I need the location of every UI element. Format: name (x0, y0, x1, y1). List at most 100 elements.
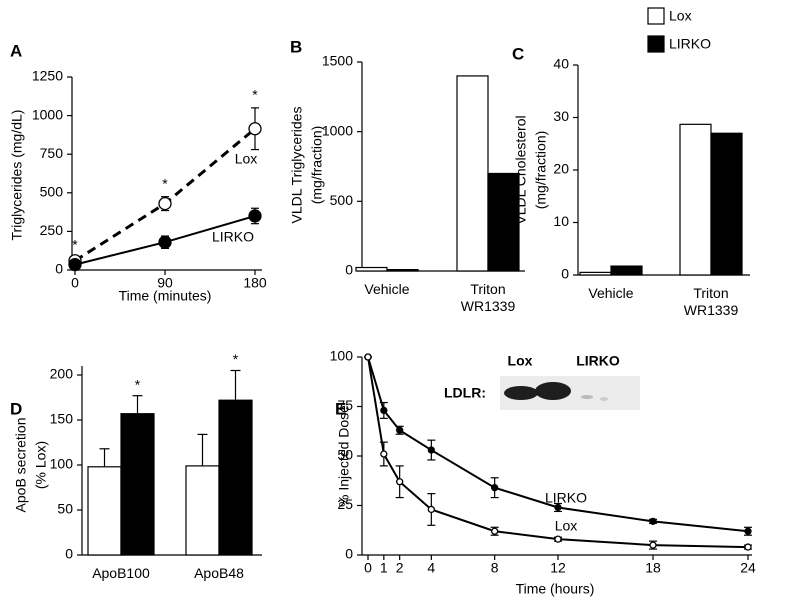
x-tick-label: 0 (364, 560, 372, 576)
inset-label: LDLR: (444, 385, 486, 401)
x-tick-label-box: Triton WR1339 (683, 285, 739, 318)
y-axis-label: (mg/fraction) (309, 126, 325, 205)
y-tick-label: 0 (345, 546, 353, 562)
data-point (380, 450, 388, 458)
panel-label: C (512, 44, 524, 63)
blot-band (600, 397, 608, 401)
y-tick-label: 0 (561, 266, 569, 282)
bar (386, 269, 419, 272)
bar (120, 413, 155, 556)
series-label: Lox (235, 151, 258, 167)
panel-label: E (335, 399, 346, 418)
x-tick-label-box: ApoB48 (194, 565, 244, 581)
x-tick-label: ApoB100 (92, 565, 150, 581)
data-point (491, 484, 499, 492)
data-point (427, 505, 435, 514)
x-tick-label: ApoB48 (194, 565, 244, 581)
x-tick-label: 90 (157, 275, 173, 291)
significance-marker: * (252, 87, 258, 103)
bar (185, 465, 220, 556)
y-tick-label: 1250 (32, 68, 63, 84)
x-tick-label: 4 (427, 560, 435, 576)
blot-band (581, 395, 593, 399)
y-tick-label: 150 (50, 411, 74, 427)
y-tick-label: 500 (330, 192, 354, 208)
data-point (554, 503, 562, 512)
x-tick-label-box: Vehicle (364, 281, 410, 297)
legend-label: Lox (669, 8, 692, 24)
y-tick-label: 50 (57, 501, 73, 517)
series-label: LIRKO (212, 229, 254, 245)
data-point (158, 196, 172, 211)
y-tick-label: 750 (40, 145, 64, 161)
bar (487, 172, 520, 272)
data-point (158, 235, 172, 249)
y-axis-label: % Injected Dose (336, 405, 352, 507)
x-tick-label: 12 (550, 560, 566, 576)
error-bar (99, 448, 110, 467)
x-tick-label: Triton WR1339 (683, 285, 739, 318)
y-tick-label: 40 (553, 56, 569, 72)
y-tick-label: 1000 (32, 106, 63, 122)
legend-label: LIRKO (669, 36, 711, 52)
data-point (68, 257, 82, 272)
inset-lane-label: Lox (508, 353, 533, 369)
x-tick-label-box: Triton WR1339 (460, 281, 516, 314)
panel-label: A (10, 41, 22, 60)
x-tick-label: Vehicle (588, 285, 634, 301)
blot-band (535, 382, 571, 400)
y-tick-label: 100 (330, 348, 354, 364)
data-point (248, 122, 262, 136)
error-bar (197, 433, 208, 466)
data-point (491, 527, 499, 535)
x-tick-label: 8 (491, 560, 499, 576)
bar (355, 266, 388, 272)
bar (710, 132, 743, 276)
data-point (396, 426, 404, 434)
y-tick-label: 0 (55, 261, 63, 277)
data-point (396, 478, 404, 486)
significance-marker: * (162, 175, 168, 191)
western-blot (500, 376, 640, 410)
x-tick-label: 24 (740, 560, 756, 576)
data-point (744, 543, 752, 551)
x-tick-label-box: ApoB100 (92, 565, 150, 581)
data-point (427, 446, 435, 454)
data-point (744, 527, 752, 535)
x-tick-label: 1 (380, 560, 388, 576)
data-point (380, 406, 388, 415)
y-tick-label: 0 (65, 546, 73, 562)
y-axis-label: VLDL Triglycerides (289, 107, 305, 224)
error-bar (132, 395, 143, 414)
panel-label: D (10, 399, 22, 418)
series-line (367, 356, 749, 533)
x-tick-label: Vehicle (364, 281, 410, 297)
x-tick-label: 180 (243, 275, 267, 291)
y-tick-label: 500 (40, 184, 64, 200)
y-tick-label: 1500 (322, 53, 353, 69)
x-axis-label: Time (hours) (516, 581, 595, 597)
data-point (364, 353, 372, 361)
y-tick-label: 0 (345, 262, 353, 278)
y-axis-label: (% Lox) (33, 441, 49, 489)
bar (679, 123, 712, 276)
x-tick-label: 18 (645, 560, 661, 576)
error-bar (230, 369, 241, 401)
x-tick-label: 0 (71, 275, 79, 291)
y-tick-label: 20 (553, 161, 569, 177)
significance-marker: * (233, 351, 239, 367)
blot-band (504, 386, 538, 400)
y-axis-label: VLDL Cholesterol (513, 115, 529, 224)
inset-lane-label: LIRKO (576, 353, 620, 369)
y-tick-label: 100 (50, 456, 74, 472)
x-tick-label: Triton WR1339 (460, 281, 516, 314)
legend-swatch (647, 35, 665, 53)
y-tick-label: 1000 (322, 122, 353, 138)
y-axis-label: (mg/fraction) (533, 131, 549, 210)
series-line (367, 356, 749, 549)
x-tick-label: 2 (396, 560, 404, 576)
y-tick-label: 250 (40, 222, 64, 238)
y-tick-label: 200 (50, 366, 74, 382)
